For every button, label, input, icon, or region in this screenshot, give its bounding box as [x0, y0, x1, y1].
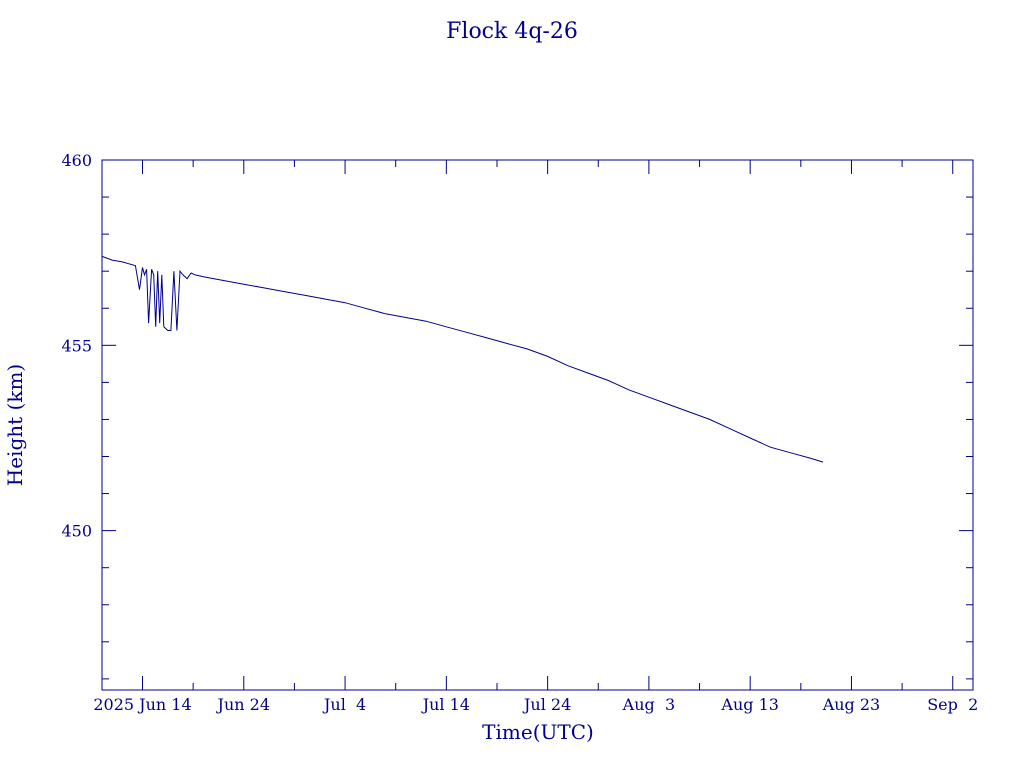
- plot-frame: [101, 159, 974, 691]
- x-tick-label: Aug 3: [622, 695, 675, 714]
- x-tick-label: Aug 13: [720, 695, 779, 714]
- x-tick-label: Aug 23: [822, 695, 881, 714]
- x-tick-label: Sep 2: [927, 695, 978, 714]
- x-tick-label: Jul 4: [322, 695, 366, 714]
- x-axis: 2025 Jun 14 Jun 24 Jul 4 Jul 14 Jul 24 Aug 3 A…: [93, 160, 978, 714]
- y-tick-label: 455: [61, 336, 92, 355]
- y-tick-label: 460: [61, 151, 92, 170]
- x-tick-label: Jul 14: [421, 695, 470, 714]
- x-tick-label: Jun 24: [216, 695, 270, 714]
- y-axis: 450 455 460: [61, 151, 973, 680]
- chart-title: Flock 4q-26: [446, 19, 578, 44]
- y-axis-label: Height (km): [3, 364, 27, 486]
- x-axis-label: Time(UTC): [482, 720, 594, 744]
- x-tick-label: 2025 Jun 14: [93, 695, 191, 714]
- y-tick-label: 450: [61, 522, 92, 541]
- series-line: [101, 255, 824, 463]
- x-tick-label: Jul 24: [522, 695, 571, 714]
